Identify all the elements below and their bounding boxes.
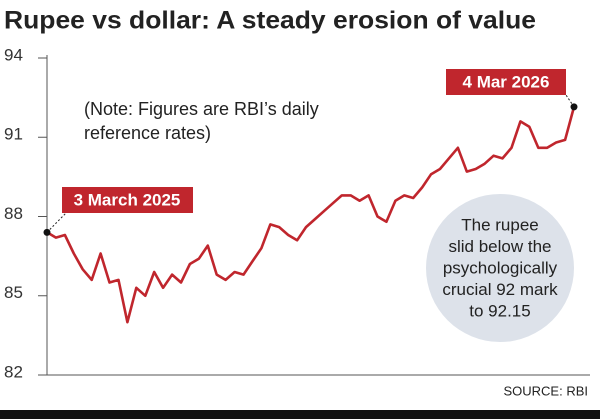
rate-line — [46, 106, 576, 324]
callout-line: slid below the — [448, 237, 551, 256]
start-label-box — [62, 187, 193, 213]
y-tick-label: 94 — [4, 45, 23, 64]
end-point — [570, 103, 578, 111]
callout: The rupee slid below the psychologically cr… — [442, 215, 558, 320]
source: SOURCE: RBI — [503, 383, 588, 398]
start-label: 3 March 2025 — [74, 190, 181, 209]
end-label: 4 Mar 2026 — [463, 72, 550, 91]
callout-bubble — [426, 194, 574, 342]
end-label-box — [446, 69, 566, 95]
y-tick-label: 82 — [4, 362, 23, 381]
footer-bar — [0, 410, 600, 419]
y-tick-label: 85 — [4, 283, 23, 302]
note: (Note: Figures are RBI’s daily — [84, 99, 319, 119]
start-leader — [46, 212, 67, 233]
callout-line: psychologically — [443, 258, 558, 277]
y-tick-label: 88 — [4, 204, 23, 223]
note: reference rates) — [84, 123, 211, 143]
callout-line: crucial 92 mark — [442, 280, 558, 299]
chart-title: Rupee vs dollar: A steady erosion of val… — [4, 7, 536, 35]
callout-line: to 92.15 — [469, 301, 530, 320]
y-tick-label: 91 — [4, 125, 23, 144]
start-point — [43, 228, 51, 236]
callout-line: The rupee — [461, 215, 539, 234]
